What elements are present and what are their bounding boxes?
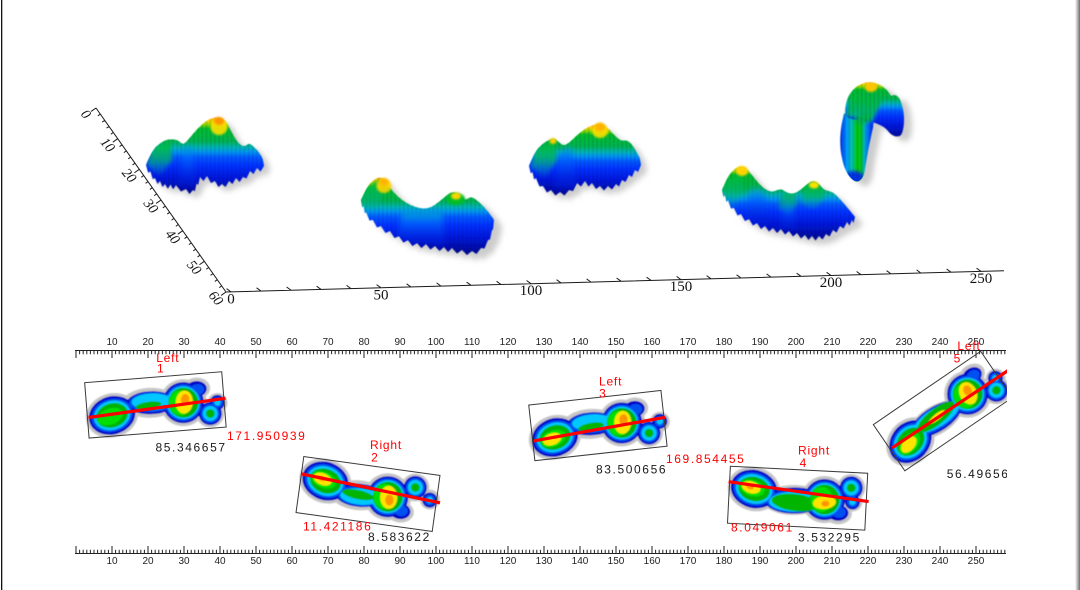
svg-text:80: 80	[358, 337, 370, 348]
svg-text:150: 150	[608, 556, 625, 567]
svg-text:Left: Left	[957, 339, 980, 353]
svg-text:170: 170	[680, 556, 697, 567]
svg-text:120: 120	[500, 337, 517, 348]
svg-text:30: 30	[139, 196, 160, 217]
svg-text:210: 210	[824, 556, 841, 567]
svg-text:50: 50	[250, 556, 262, 567]
svg-text:120: 120	[500, 556, 517, 567]
svg-text:50: 50	[374, 287, 389, 303]
svg-text:90: 90	[394, 556, 406, 567]
svg-text:8.583622: 8.583622	[368, 530, 431, 544]
svg-text:240: 240	[932, 556, 949, 567]
svg-text:110: 110	[464, 337, 480, 348]
svg-text:140: 140	[572, 556, 589, 567]
svg-text:160: 160	[644, 556, 661, 567]
svg-text:70: 70	[322, 337, 334, 348]
svg-text:50: 50	[250, 337, 262, 348]
svg-text:150: 150	[608, 337, 625, 348]
svg-text:11.421186: 11.421186	[303, 520, 372, 534]
svg-text:150: 150	[670, 279, 693, 295]
svg-text:0: 0	[227, 291, 235, 307]
svg-text:250: 250	[968, 556, 985, 567]
svg-text:3.532295: 3.532295	[798, 531, 861, 545]
svg-text:160: 160	[644, 337, 661, 348]
svg-text:100: 100	[520, 283, 543, 299]
svg-text:8.049061: 8.049061	[731, 521, 794, 535]
svg-text:70: 70	[322, 556, 334, 567]
svg-text:83.500656: 83.500656	[596, 463, 667, 477]
svg-text:4: 4	[800, 456, 807, 470]
svg-text:20: 20	[142, 337, 154, 348]
svg-text:169.854455: 169.854455	[666, 452, 745, 466]
svg-text:220: 220	[860, 556, 877, 567]
svg-text:250: 250	[968, 337, 985, 348]
svg-text:110: 110	[464, 556, 480, 567]
svg-text:60: 60	[286, 556, 298, 567]
svg-text:10: 10	[106, 337, 118, 348]
svg-text:56.4965666: 56.4965666	[947, 467, 1026, 481]
svg-text:Left: Left	[599, 375, 622, 389]
svg-text:Right: Right	[798, 444, 830, 458]
svg-text:90: 90	[394, 337, 406, 348]
svg-text:10: 10	[106, 556, 118, 567]
svg-text:190: 190	[752, 337, 769, 348]
svg-text:171.950939: 171.950939	[227, 429, 306, 443]
svg-text:130: 130	[536, 556, 553, 567]
svg-text:40: 40	[214, 556, 226, 567]
svg-text:140: 140	[572, 337, 589, 348]
svg-text:30: 30	[178, 337, 190, 348]
svg-text:190: 190	[752, 556, 769, 567]
svg-text:200: 200	[788, 337, 805, 348]
svg-text:210: 210	[824, 337, 841, 348]
svg-text:180: 180	[716, 556, 733, 567]
svg-text:200: 200	[820, 275, 843, 291]
svg-text:250: 250	[970, 271, 993, 287]
svg-text:2: 2	[371, 451, 378, 465]
svg-text:130: 130	[536, 337, 553, 348]
svg-text:30: 30	[178, 556, 190, 567]
svg-text:100: 100	[428, 337, 445, 348]
svg-text:60: 60	[286, 337, 298, 348]
svg-text:230: 230	[896, 337, 913, 348]
svg-text:3: 3	[599, 387, 606, 401]
svg-text:230: 230	[896, 556, 913, 567]
svg-text:240: 240	[932, 337, 949, 348]
svg-text:Right: Right	[370, 438, 402, 452]
svg-text:Left: Left	[156, 351, 179, 365]
svg-text:170: 170	[680, 337, 697, 348]
svg-text:100: 100	[428, 556, 445, 567]
svg-text:200: 200	[788, 556, 805, 567]
svg-text:180: 180	[716, 337, 733, 348]
svg-text:20: 20	[142, 556, 154, 567]
svg-text:5: 5	[954, 352, 961, 366]
svg-text:40: 40	[214, 337, 226, 348]
svg-text:1: 1	[157, 362, 164, 376]
svg-text:80: 80	[358, 556, 370, 567]
svg-text:85.346657: 85.346657	[156, 441, 227, 455]
svg-text:220: 220	[860, 337, 877, 348]
